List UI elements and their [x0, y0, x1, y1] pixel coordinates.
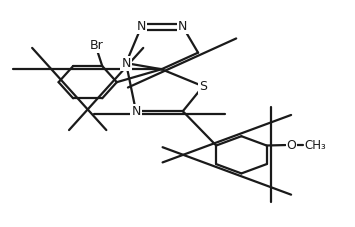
- Text: N: N: [121, 57, 131, 70]
- Text: N: N: [178, 20, 187, 33]
- Text: S: S: [199, 80, 207, 93]
- Text: N: N: [131, 105, 141, 118]
- Text: Br: Br: [90, 39, 104, 52]
- Text: CH₃: CH₃: [304, 138, 326, 152]
- Text: O: O: [286, 138, 296, 152]
- Text: N: N: [137, 20, 146, 33]
